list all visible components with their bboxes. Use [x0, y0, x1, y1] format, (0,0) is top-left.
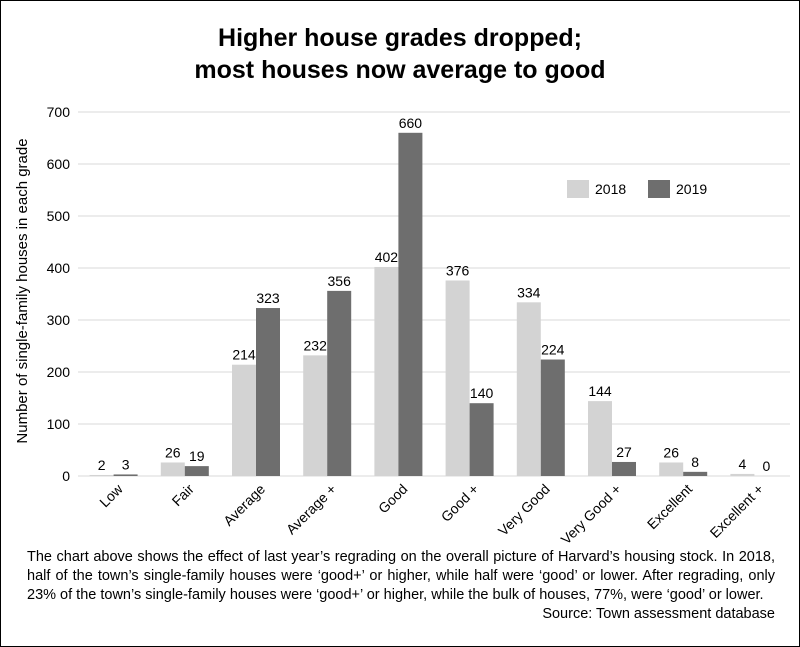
x-tick-label: Good	[375, 481, 411, 517]
data-label: 356	[328, 273, 352, 289]
data-label: 402	[375, 249, 399, 265]
bar-2018-fair	[160, 462, 185, 476]
data-label: 144	[588, 383, 612, 399]
gridlines	[78, 111, 790, 477]
x-tick-label: Fair	[169, 481, 198, 510]
bar-2019-very-good	[540, 359, 565, 476]
bar-2019-fair	[184, 466, 209, 476]
x-tick-label: Very Good	[495, 481, 553, 539]
data-label: 232	[304, 337, 328, 353]
legend: 2018 2019	[567, 180, 707, 198]
x-tick-labels: Low Fair Average Average + Good Good + Very Go…	[96, 480, 766, 547]
x-tick-label: Excellent +	[707, 481, 767, 541]
bar-2018-very-good-	[588, 401, 612, 476]
bar-2018-average	[232, 364, 256, 476]
data-label: 8	[691, 454, 699, 470]
data-label: 4	[739, 456, 747, 472]
bar-2019-average	[256, 308, 280, 476]
bar-2019-good-	[469, 403, 494, 476]
legend-swatch-2019	[648, 180, 670, 198]
data-label: 27	[616, 444, 632, 460]
x-tick-label: Very Good +	[557, 481, 624, 548]
x-tick-label: Low	[96, 480, 126, 510]
bar-2019-low	[113, 474, 138, 476]
y-tick-label: 600	[47, 156, 71, 172]
y-tick-label: 400	[47, 260, 71, 276]
bar-2018-average-	[303, 355, 328, 476]
bar-2018-good-	[445, 280, 470, 476]
source-note: Source: Town assessment database	[542, 606, 775, 622]
data-labels: 2 3 26 19 214 323 232 356 402 660 376 140 334 224 144 2…	[98, 115, 771, 474]
x-tick-label: Good +	[438, 481, 482, 525]
y-tick-label: 0	[62, 468, 70, 484]
x-tick-label: Excellent	[644, 481, 696, 533]
x-tick-label: Average	[220, 481, 268, 529]
data-label: 376	[446, 262, 470, 278]
y-tick-label: 500	[47, 208, 71, 224]
caption: The chart above shows the effect of last…	[27, 548, 775, 624]
bar-2019-average-	[327, 290, 352, 476]
chart-title-line-1: Higher house grades dropped;	[218, 24, 582, 52]
bar-2019-good	[398, 132, 423, 477]
y-axis-label: Number of single-family houses in each g…	[14, 138, 31, 443]
caption-text: The chart above shows the effect of last…	[27, 549, 775, 603]
data-label: 660	[399, 115, 423, 131]
data-label: 26	[165, 444, 181, 460]
data-label: 140	[470, 385, 494, 401]
data-label: 224	[541, 342, 565, 358]
data-label: 3	[122, 456, 130, 472]
y-tick-label: 700	[47, 104, 71, 120]
data-label: 0	[763, 458, 771, 474]
legend-label-2018: 2018	[595, 181, 626, 197]
data-label: 26	[663, 444, 679, 460]
bar-2018-excellent	[659, 462, 684, 476]
data-label: 2	[98, 457, 106, 473]
legend-swatch-2018	[567, 180, 589, 198]
bar-2018-very-good	[516, 302, 541, 476]
chart-title: Higher house grades dropped; most houses…	[0, 22, 800, 86]
data-label: 214	[232, 347, 256, 363]
x-tick-label: Average +	[283, 481, 340, 538]
chart-title-line-2: most houses now average to good	[194, 56, 606, 84]
y-tick-label: 300	[47, 312, 71, 328]
legend-label-2019: 2019	[676, 181, 707, 197]
bars	[89, 132, 755, 477]
y-tick-label: 200	[47, 364, 71, 380]
data-label: 19	[189, 448, 205, 464]
y-tick-labels: 0 100 200 300 400 500 600 700	[47, 104, 71, 484]
bar-2018-good	[374, 266, 399, 476]
data-label: 323	[256, 290, 280, 306]
bar-2019-excellent	[683, 471, 708, 476]
bar-2018-low	[89, 474, 114, 476]
bar-2018-excellent-	[730, 473, 755, 476]
data-label: 334	[517, 284, 541, 300]
bar-2019-very-good-	[612, 461, 636, 476]
y-tick-label: 100	[47, 416, 71, 432]
